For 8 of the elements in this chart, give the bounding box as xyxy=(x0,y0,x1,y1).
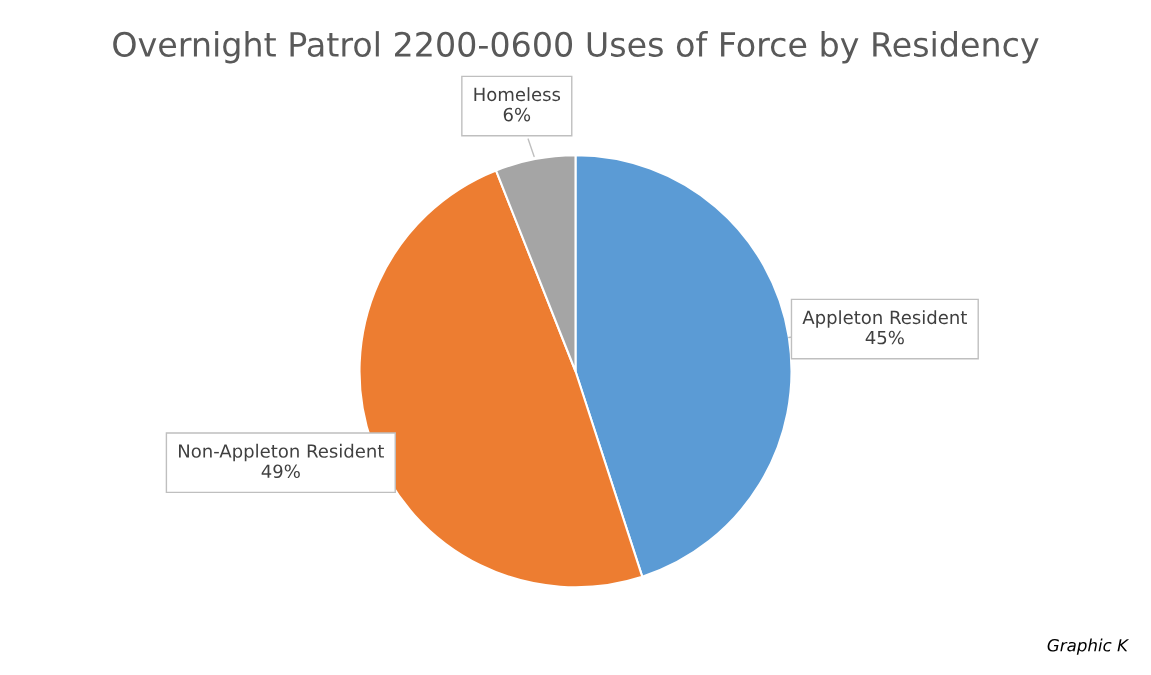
text: Graphic K xyxy=(1047,638,1130,655)
slice-label: Non-Appleton Resident xyxy=(179,443,384,462)
data-label: 45% xyxy=(865,330,904,345)
data-label: 6% xyxy=(503,107,531,122)
slice-label: Appleton Resident xyxy=(802,310,967,328)
slice-label: Homeless xyxy=(474,87,561,102)
data-label: 49% xyxy=(261,464,300,479)
chart-title: Overnight Patrol 2200-0600 Uses of Force by Residency xyxy=(113,31,1039,64)
